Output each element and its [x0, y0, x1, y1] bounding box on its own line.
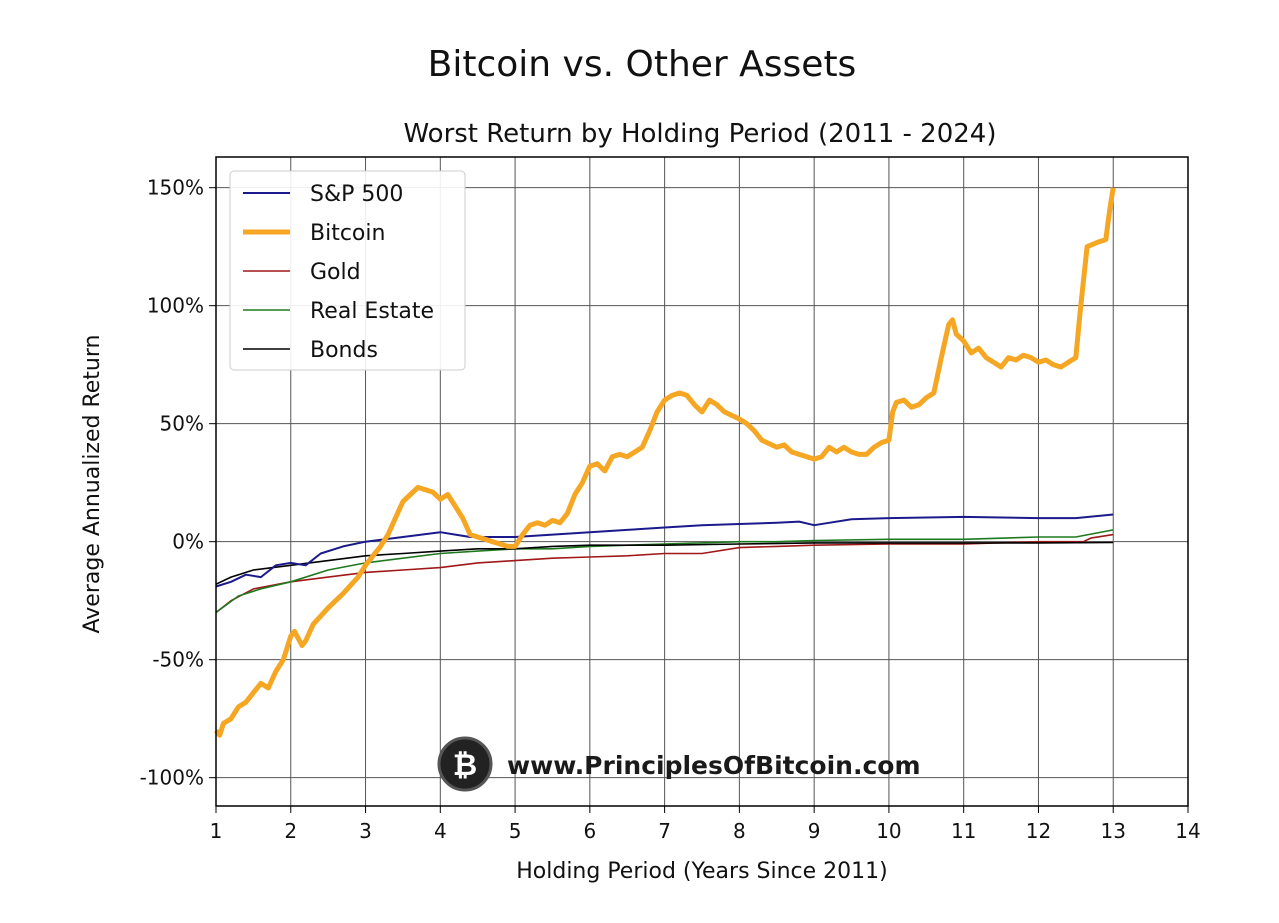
y-tick-label: -100% [140, 766, 204, 790]
y-tick-label: 0% [172, 530, 204, 554]
legend-label: Real Estate [310, 299, 434, 324]
y-axis-label: Average Annualized Return [80, 335, 105, 634]
y-tick-label: 100% [147, 294, 204, 318]
y-tick-label: 50% [160, 412, 204, 436]
x-tick-label: 10 [876, 819, 901, 843]
legend-box [229, 170, 466, 371]
chart-title: Bitcoin vs. Other Assets [428, 44, 857, 85]
series-line-bitcoin [214, 187, 1116, 738]
legend-label: Gold [310, 260, 361, 285]
x-tick-label: 4 [434, 819, 447, 843]
axis-ticks: 1 2 3 4 5 6 7 8 9 10 11 12 13 14-100%-50%0%50%100%150… [140, 176, 1201, 843]
series-lines [214, 187, 1116, 738]
bitcoin-logo-icon [437, 736, 493, 792]
x-tick-label: 11 [951, 819, 976, 843]
x-axis-label: Holding Period (Years Since 2011) [516, 859, 888, 884]
watermark-text: www.PrinciplesOfBitcoin.com [507, 751, 921, 780]
legend-label: S&P 500 [310, 182, 403, 207]
series-line-s-p-500 [215, 513, 1114, 588]
x-tick-label: 13 [1101, 819, 1126, 843]
x-tick-label: 12 [1026, 819, 1051, 843]
x-tick-label: 3 [359, 819, 372, 843]
series-line-real-estate [215, 529, 1114, 614]
bitcoin-logo-glyph: ₿ [453, 748, 477, 783]
x-tick-label: 2 [284, 819, 297, 843]
x-tick-label: 8 [733, 819, 746, 843]
x-tick-label: 7 [658, 819, 671, 843]
legend-label: Bonds [310, 338, 378, 363]
legend: S&P 500 Bitcoin Gold Real Estate Bonds [229, 170, 466, 371]
x-tick-label: 5 [509, 819, 522, 843]
x-tick-label: 1 [210, 819, 223, 843]
watermark: ₿ www.PrinciplesOfBitcoin.com [437, 736, 921, 792]
y-tick-label: 150% [147, 176, 204, 200]
y-tick-label: -50% [152, 648, 204, 672]
plot-frame [215, 156, 1189, 807]
chart-subtitle: Worst Return by Holding Period (2011 - 2… [403, 119, 996, 149]
x-tick-label: 9 [808, 819, 821, 843]
x-tick-label: 14 [1175, 819, 1200, 843]
x-tick-label: 6 [583, 819, 596, 843]
legend-label: Bitcoin [310, 221, 385, 246]
